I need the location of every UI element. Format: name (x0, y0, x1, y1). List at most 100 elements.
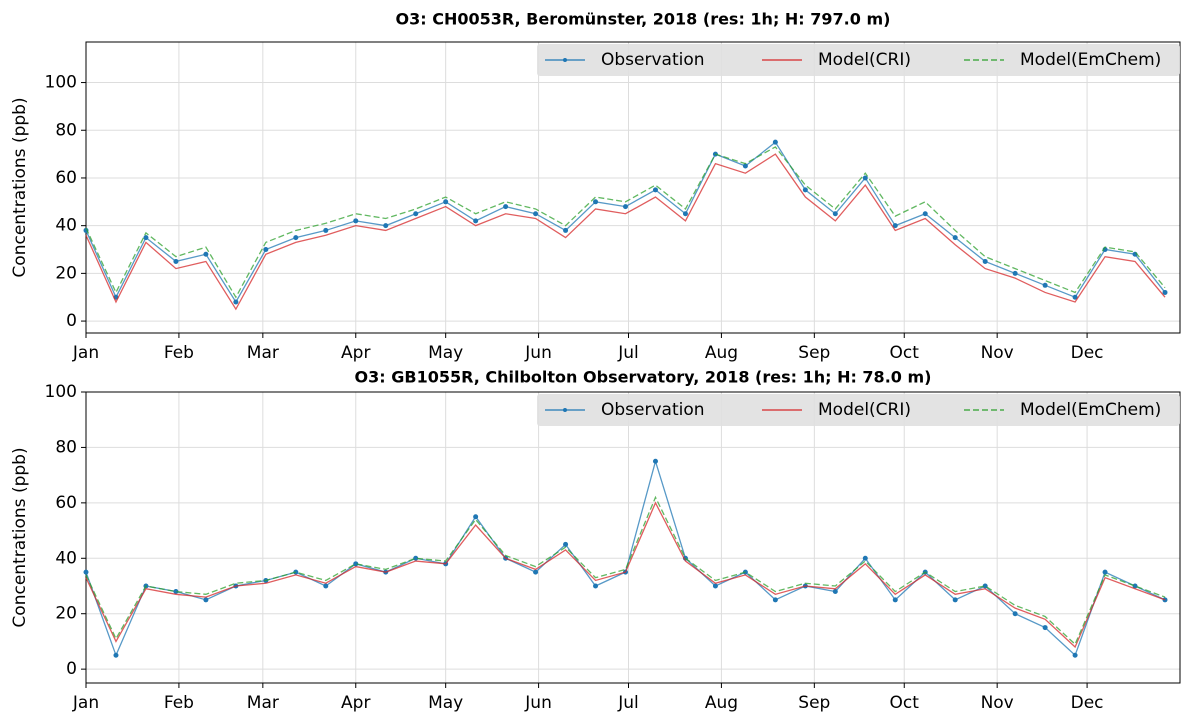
x-tick-label: Nov (981, 343, 1014, 363)
data-point (982, 583, 988, 589)
data-point (952, 235, 958, 241)
x-tick-label: Oct (890, 343, 920, 363)
data-point (473, 218, 479, 224)
data-point (533, 569, 539, 575)
y-tick-label: 80 (55, 120, 77, 140)
data-point (233, 299, 239, 305)
x-tick-label: Mar (247, 693, 279, 713)
data-point (623, 204, 629, 210)
x-tick-label: Aug (705, 343, 738, 363)
data-point (742, 163, 748, 169)
x-tick-label: Nov (981, 693, 1014, 713)
y-tick-label: 60 (55, 493, 77, 513)
x-tick-label: Sep (798, 693, 830, 713)
y-tick-label: 0 (66, 311, 77, 331)
data-point (1042, 625, 1048, 631)
plot-frame (85, 41, 1181, 334)
data-point (293, 235, 299, 241)
data-point (1102, 569, 1108, 575)
data-point (413, 211, 419, 217)
data-point (83, 569, 89, 575)
x-tick-label: Jan (72, 343, 99, 363)
data-point (832, 211, 838, 217)
legend-label: Model(CRI) (818, 400, 911, 420)
x-tick-label: Dec (1071, 343, 1104, 363)
x-tick-label: Jul (617, 343, 639, 363)
data-point (1042, 282, 1048, 288)
legend-box (537, 44, 1180, 76)
legend-label: Model(CRI) (818, 50, 911, 70)
data-point (383, 223, 389, 229)
x-tick-label: Oct (890, 693, 920, 713)
data-point (1012, 270, 1018, 276)
data-point (892, 597, 898, 603)
data-point (862, 555, 868, 561)
y-tick-label: 100 (45, 73, 77, 93)
series-line (85, 501, 1166, 649)
y-tick-label: 20 (55, 263, 77, 283)
data-point (203, 251, 209, 257)
x-tick-label: Jun (524, 343, 552, 363)
data-point (772, 139, 778, 145)
x-tick-label: Feb (164, 343, 194, 363)
data-point (323, 583, 329, 589)
data-point (143, 235, 149, 241)
plot-frame (85, 391, 1181, 684)
data-point (982, 258, 988, 264)
data-point (563, 227, 569, 233)
y-tick-label: 80 (55, 437, 77, 457)
x-tick-label: Jun (524, 693, 552, 713)
chart-title: O3: GB1055R, Chilbolton Observatory, 201… (355, 368, 932, 387)
series-line (85, 141, 1166, 304)
data-point (1162, 289, 1168, 295)
data-point (443, 199, 449, 205)
y-tick-label: 60 (55, 168, 77, 188)
data-point (802, 187, 808, 193)
y-tick-label: 100 (45, 382, 77, 402)
data-point (922, 211, 928, 217)
x-tick-label: Apr (341, 693, 370, 713)
data-point (1132, 583, 1138, 589)
x-tick-label: Feb (164, 693, 194, 713)
y-axis-label: Concentrations (ppb) (10, 97, 30, 277)
data-point (712, 583, 718, 589)
data-point (533, 211, 539, 217)
data-point (203, 597, 209, 603)
legend-label: Model(EmChem) (1020, 400, 1161, 420)
data-point (1012, 611, 1018, 617)
data-point (173, 258, 179, 264)
data-point (593, 199, 599, 205)
x-tick-label: Dec (1071, 693, 1104, 713)
series-line (85, 495, 1166, 646)
x-tick-label: Jul (617, 693, 639, 713)
y-axis-label: Concentrations (ppb) (10, 447, 30, 627)
data-point (652, 187, 658, 193)
data-point (173, 589, 179, 595)
data-point (323, 227, 329, 233)
y-tick-label: 40 (55, 548, 77, 568)
legend-box (537, 394, 1180, 426)
data-point (353, 561, 359, 567)
data-point (413, 555, 419, 561)
x-tick-label: Sep (798, 343, 830, 363)
legend-label: Observation (601, 50, 705, 70)
data-point (952, 597, 958, 603)
data-point (503, 204, 509, 210)
data-point (1072, 652, 1078, 658)
x-tick-label: May (428, 343, 463, 363)
y-tick-label: 40 (55, 216, 77, 236)
legend-marker (563, 58, 567, 62)
x-tick-label: May (428, 693, 463, 713)
data-point (892, 223, 898, 229)
data-point (593, 583, 599, 589)
data-point (473, 514, 479, 520)
data-point (832, 589, 838, 595)
data-point (353, 218, 359, 224)
data-point (652, 458, 658, 464)
legend-marker (563, 408, 567, 412)
data-point (772, 597, 778, 603)
data-point (1072, 294, 1078, 300)
data-point (563, 541, 569, 547)
